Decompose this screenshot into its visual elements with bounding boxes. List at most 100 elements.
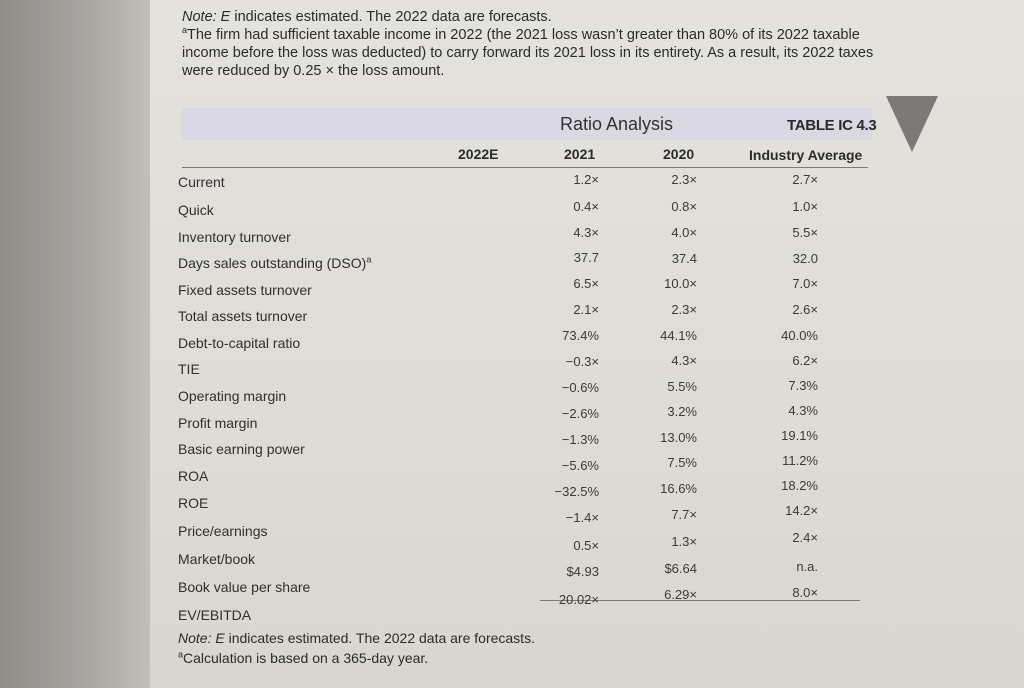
row-label: Days sales outstanding (DSO)a xyxy=(178,255,371,271)
row-label: Basic earning power xyxy=(178,441,305,457)
cell-2020: 16.6% xyxy=(660,481,697,496)
row-label: Price/earnings xyxy=(178,523,268,539)
cell-2020: 1.3× xyxy=(671,534,697,549)
cell-2020: 7.5% xyxy=(667,455,697,470)
row-label: TIE xyxy=(178,361,200,377)
cell-2020: 0.8× xyxy=(671,199,697,214)
footnote-marker: a xyxy=(182,25,188,36)
cell-2021: 4.3× xyxy=(573,225,599,240)
cell-industry-average: 11.2% xyxy=(782,453,818,468)
row-label-text: Price/earnings xyxy=(178,523,268,539)
cell-2021: 20.02× xyxy=(558,592,599,607)
cell-2020: 7.7× xyxy=(671,507,697,522)
cell-industry-average: 2.7× xyxy=(792,172,818,187)
cell-industry-average: 32.0 xyxy=(792,251,818,266)
bottom-rule xyxy=(540,600,860,601)
row-label-text: Market/book xyxy=(178,551,256,567)
cell-2020: 6.29× xyxy=(664,587,697,602)
row-label: Inventory turnover xyxy=(178,229,291,245)
footnote-text: The firm had sufficient taxable income i… xyxy=(182,27,874,79)
cell-2021: −32.5% xyxy=(554,484,599,499)
header-2022e: 2022E xyxy=(458,146,499,162)
cell-2021: 6.5× xyxy=(573,276,599,291)
cell-industry-average: 6.2× xyxy=(792,353,818,368)
header-2021: 2021 xyxy=(564,146,596,162)
cell-2020: 5.5% xyxy=(667,379,697,394)
cell-2021: −0.6% xyxy=(561,380,599,395)
note-label: Note: E xyxy=(182,9,231,25)
cell-2020: 2.3× xyxy=(671,172,697,187)
row-label-text: Total assets turnover xyxy=(178,308,308,324)
footnote-marker: a xyxy=(366,254,372,265)
row-label-text: Profit margin xyxy=(178,415,258,431)
cell-industry-average: 2.6× xyxy=(792,302,818,317)
row-label: Current xyxy=(178,174,225,190)
cell-industry-average: 14.2× xyxy=(785,503,818,518)
cell-2021: −1.4× xyxy=(565,510,599,525)
row-label-text: ROE xyxy=(178,495,209,511)
cell-industry-average: 1.0× xyxy=(792,199,818,214)
row-label: Debt-to-capital ratio xyxy=(178,335,300,351)
note-text: indicates estimated. The 2022 data are f… xyxy=(230,9,552,25)
cell-2021: 37.7 xyxy=(573,250,599,265)
cell-2021: $4.93 xyxy=(566,564,599,579)
row-label-text: EV/EBITDA xyxy=(178,607,252,623)
row-label-text: Operating margin xyxy=(178,388,287,404)
cell-2020: 37.4 xyxy=(671,251,697,266)
cell-2020: 4.3× xyxy=(671,353,697,368)
triangle-marker-icon xyxy=(886,96,938,152)
row-label: ROE xyxy=(178,495,208,511)
cell-2020: 4.0× xyxy=(671,225,697,240)
cell-industry-average: 2.4× xyxy=(792,530,818,545)
row-label-text: Book value per share xyxy=(178,579,311,595)
footnote-text: Calculation is based on a 365-day year. xyxy=(183,650,429,666)
cell-industry-average: 8.0× xyxy=(792,585,818,600)
cell-2021: −5.6% xyxy=(561,458,599,473)
cell-2020: 2.3× xyxy=(671,302,697,317)
row-label-text: Quick xyxy=(178,202,214,218)
cell-2021: 0.4× xyxy=(573,199,599,214)
cell-2021: −1.3% xyxy=(561,432,599,447)
cell-2021: 0.5× xyxy=(573,538,599,553)
cell-industry-average: 40.0% xyxy=(781,328,818,343)
cell-industry-average: 19.1% xyxy=(781,428,818,443)
table-id: TABLE IC 4.3 xyxy=(787,117,877,134)
row-label: Market/book xyxy=(178,551,255,567)
row-label: Fixed assets turnover xyxy=(178,282,312,298)
header-rule xyxy=(182,167,868,168)
cell-industry-average: n.a. xyxy=(796,559,818,574)
cell-2020: 44.1% xyxy=(660,328,697,343)
header-industry-average: Industry Average xyxy=(749,147,863,163)
cell-2020: $6.64 xyxy=(664,561,697,576)
cell-industry-average: 18.2% xyxy=(781,478,818,493)
row-label-text: Debt-to-capital ratio xyxy=(178,335,301,351)
row-label: Profit margin xyxy=(178,415,257,431)
row-label: EV/EBITDA xyxy=(178,607,251,623)
cell-2020: 3.2% xyxy=(667,404,697,419)
row-label-text: Inventory turnover xyxy=(178,229,291,245)
cell-industry-average: 7.0× xyxy=(792,276,818,291)
row-label-text: TIE xyxy=(178,361,200,377)
note-text: indicates estimated. The 2022 data are f… xyxy=(224,630,535,646)
cell-2020: 10.0× xyxy=(664,276,697,291)
row-label: Operating margin xyxy=(178,388,286,404)
cell-2021: 73.4% xyxy=(562,328,599,343)
cell-industry-average: 5.5× xyxy=(792,225,818,240)
row-label-text: Basic earning power xyxy=(178,441,305,457)
cell-2021: 2.1× xyxy=(573,302,599,317)
row-label-text: Days sales outstanding (DSO) xyxy=(178,255,367,271)
cell-industry-average: 7.3% xyxy=(788,378,818,393)
row-label: ROA xyxy=(178,468,208,484)
cell-industry-average: 4.3% xyxy=(788,403,818,418)
row-label: Quick xyxy=(178,202,214,218)
cell-2021: 1.2× xyxy=(573,172,599,187)
row-label-text: ROA xyxy=(178,468,209,484)
footnote-marker: a xyxy=(178,649,184,660)
table-title: Ratio Analysis xyxy=(560,114,674,134)
row-label: Book value per share xyxy=(178,579,310,595)
row-label: Total assets turnover xyxy=(178,308,307,324)
cell-2021: −0.3× xyxy=(565,354,599,369)
cell-2021: −2.6% xyxy=(561,406,599,421)
cell-2020: 13.0% xyxy=(660,430,697,445)
note-label: Note: E xyxy=(178,630,225,646)
